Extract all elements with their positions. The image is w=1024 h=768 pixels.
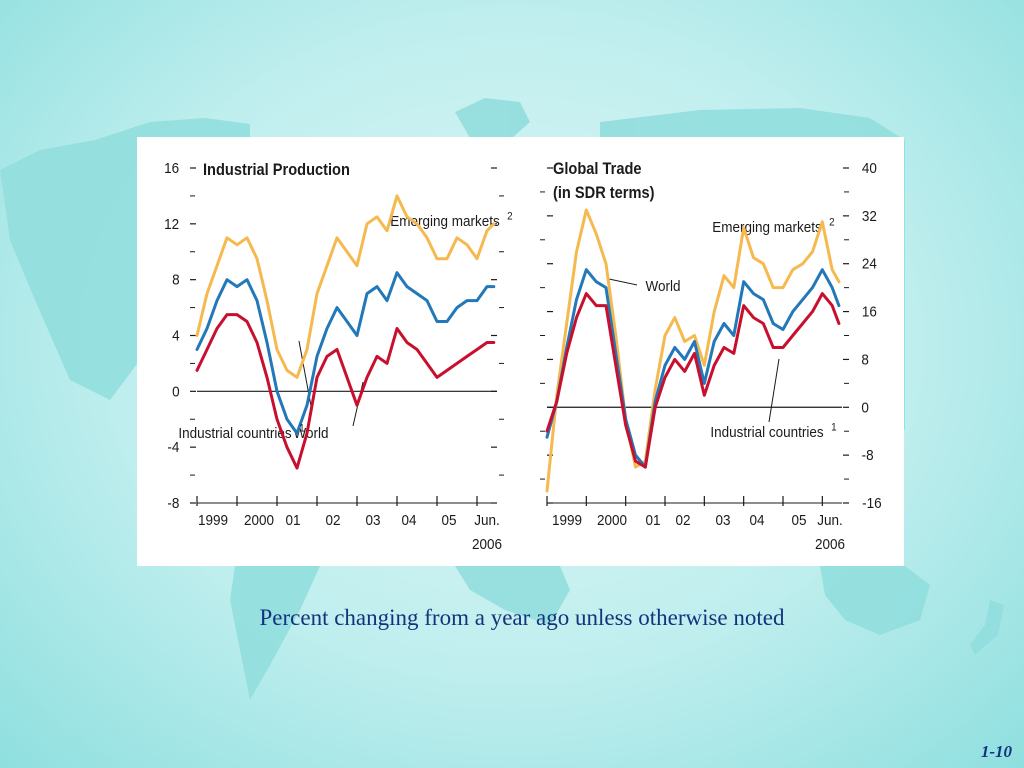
y-tick-label: 8 (172, 272, 180, 289)
x-tick-sublabel: 2006 (815, 536, 845, 553)
x-tick-label: 05 (442, 512, 457, 529)
global-trade-title: Global Trade (553, 160, 642, 178)
x-tick-label: 01 (286, 512, 301, 529)
new-zealand-shape (970, 600, 1004, 655)
x-tick-label: 05 (792, 512, 807, 529)
x-tick-label: 04 (402, 512, 417, 529)
australia-shape (820, 566, 930, 635)
series-line-emerging-markets (195, 194, 496, 379)
y-tick-label: -8 (862, 448, 874, 465)
south-america-shape (230, 566, 320, 700)
footnote-superscript: 1 (831, 422, 837, 434)
x-tick-sublabel: 2006 (472, 536, 502, 553)
leader-line-world-right (608, 278, 638, 286)
greenland-shape (455, 98, 530, 138)
y-tick-label: 16 (164, 160, 179, 177)
y-tick-label: -4 (167, 440, 179, 457)
x-tick-label: Jun. (474, 512, 499, 529)
label-world-left: World (294, 425, 329, 442)
series-line-industrial-countries (195, 313, 496, 470)
y-tick-label: -16 (862, 495, 882, 512)
global-trade-chart: Global Trade (in SDR terms) Emerging mar… (540, 160, 882, 553)
series-line-world (195, 271, 496, 435)
x-tick-label: 1999 (552, 512, 582, 529)
charts-figure: Industrial Production Emerging markets W… (164, 160, 882, 553)
x-tick-label: Jun. (817, 512, 842, 529)
footnote-superscript: 1 (299, 423, 305, 435)
x-tick-label: 03 (366, 512, 381, 529)
x-tick-label: 2000 (597, 512, 627, 529)
series-line-world (545, 268, 841, 469)
y-tick-label: 16 (862, 304, 877, 321)
figure-panel: Industrial Production Emerging markets W… (137, 137, 904, 566)
x-tick-label: 02 (326, 512, 341, 529)
y-tick-label: 12 (164, 216, 179, 233)
y-tick-label: 24 (862, 256, 877, 273)
x-tick-label: 2000 (244, 512, 274, 529)
x-tick-label: 02 (676, 512, 691, 529)
series-line-emerging-markets (545, 208, 841, 493)
footnote-superscript: 2 (507, 211, 513, 223)
y-tick-label: 0 (172, 384, 180, 401)
label-emerging-markets-right: Emerging markets (712, 219, 821, 236)
label-world-right: World (646, 278, 681, 295)
label-industrial-countries-right: Industrial countries (710, 424, 823, 441)
x-tick-label: 1999 (198, 512, 228, 529)
x-tick-label: 03 (716, 512, 731, 529)
africa-shape (455, 566, 570, 625)
industrial-production-title: Industrial Production (203, 161, 350, 179)
series-line-industrial-countries (545, 292, 841, 469)
footnote-superscript: 2 (829, 217, 835, 229)
y-tick-label: 4 (172, 328, 180, 345)
y-tick-label: 0 (861, 400, 869, 417)
y-tick-label: -8 (167, 495, 179, 512)
global-trade-subtitle: (in SDR terms) (553, 184, 654, 202)
label-industrial-countries-left: Industrial countries (178, 425, 291, 442)
industrial-production-chart: Industrial Production Emerging markets W… (164, 160, 513, 553)
slide-caption: Percent changing from a year ago unless … (259, 605, 785, 630)
x-tick-label: 04 (750, 512, 765, 529)
y-tick-label: 8 (861, 352, 869, 369)
leader-line-industrial-right (768, 358, 780, 423)
x-tick-label: 01 (646, 512, 661, 529)
y-tick-label: 40 (862, 160, 877, 177)
page-number: 1-10 (980, 742, 1012, 761)
y-tick-label: 32 (862, 208, 877, 225)
